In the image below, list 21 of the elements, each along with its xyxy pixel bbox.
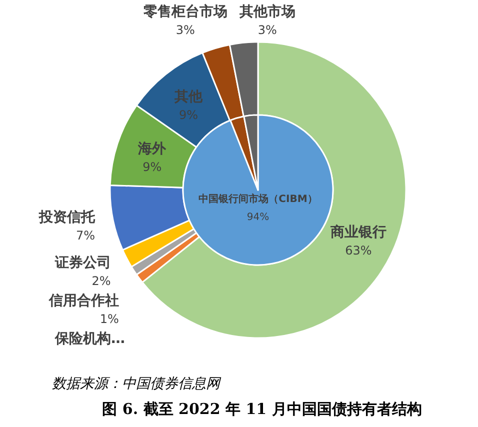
slice-label: 零售柜台市场	[142, 3, 228, 20]
data-label: 1%	[100, 312, 119, 326]
slice-label: 商业银行	[329, 223, 386, 240]
slice-label: 信用合作社	[48, 292, 119, 309]
data-label: 9%	[178, 108, 198, 122]
slice-label: 海外	[137, 140, 168, 157]
data-label: 9%	[142, 160, 162, 174]
data-label: 3%	[176, 23, 195, 37]
slice-label: 保险机构…	[54, 330, 125, 347]
data-label: 2%	[92, 274, 111, 288]
slice-label: 证券公司	[54, 254, 111, 271]
data-label: 94%	[246, 212, 270, 223]
data-label: 3%	[258, 23, 277, 37]
source-note: 数据来源：中国债券信息网	[52, 376, 222, 392]
slice-label: 其他市场	[238, 3, 296, 20]
data-label: 63%	[345, 243, 372, 258]
slice-label: 其他	[173, 88, 204, 105]
text: 图 6. 截至 2022 年 11 月中国国债持有者结构	[102, 400, 422, 418]
slice-label: 投资信托	[38, 210, 96, 226]
data-label: 7%	[76, 228, 96, 243]
slice-label: 中国银行间市场（CIBM）	[198, 193, 318, 205]
